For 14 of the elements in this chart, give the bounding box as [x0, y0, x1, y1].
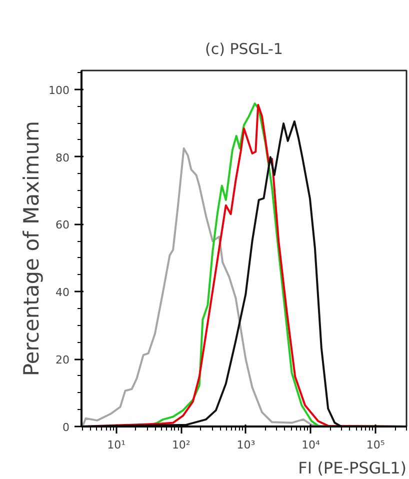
y-tick-label: 40 [56, 286, 70, 300]
x-tick-label: 10¹ [107, 438, 126, 452]
y-tick-label: 80 [56, 151, 70, 164]
x-tick-label: 10³ [236, 438, 256, 452]
x-axis-title: FI (PE-PSGL1) [298, 458, 407, 478]
y-tick-label: 100 [48, 84, 70, 97]
y-tick-label: 60 [56, 218, 70, 232]
y-tick-label: 0 [62, 421, 70, 434]
y-tick-label: 20 [56, 354, 70, 367]
y-axis-title: Percentage of Maximum [20, 120, 44, 376]
x-tick-label: 10⁴ [302, 438, 321, 452]
x-tick-label: 10² [172, 438, 190, 452]
x-tick-label: 10⁵ [366, 438, 385, 452]
chart-title: (c) PSGL-1 [205, 40, 283, 58]
